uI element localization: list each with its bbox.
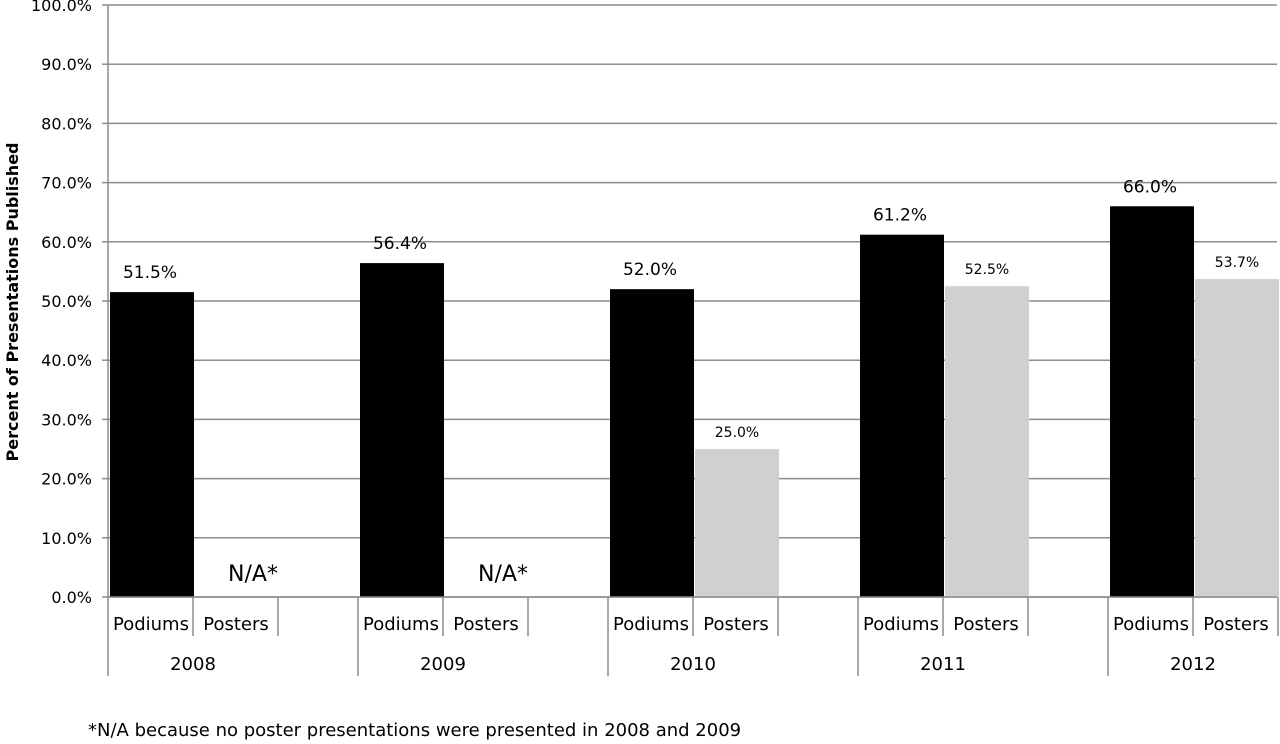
x-tick-label-podiums: Podiums [613, 614, 689, 635]
x-tick-label-posters: Posters [203, 614, 269, 635]
footnote: *N/A because no poster presentations wer… [88, 720, 742, 741]
data-label: 53.7% [1215, 255, 1259, 271]
x-year-label: 2012 [1170, 654, 1216, 675]
x-tick-label-podiums: Podiums [113, 614, 189, 635]
y-tick-label: 90.0% [41, 55, 92, 74]
data-label: 25.0% [715, 425, 759, 441]
data-label: 66.0% [1123, 177, 1177, 197]
x-year-label: 2011 [920, 654, 966, 675]
bar-podiums-2010 [610, 289, 694, 597]
y-tick-label: 0.0% [51, 588, 92, 607]
y-tick-label: 60.0% [41, 233, 92, 252]
x-year-label: 2008 [170, 654, 216, 675]
data-label: 52.0% [623, 260, 677, 280]
x-tick-label-posters: Posters [703, 614, 769, 635]
y-tick-label: 70.0% [41, 174, 92, 193]
bars [110, 206, 1279, 598]
y-tick-label: 40.0% [41, 351, 92, 370]
bar-posters-2010 [695, 449, 779, 597]
na-label: N/A* [478, 562, 528, 587]
x-year-label: 2009 [420, 654, 466, 675]
x-tick-label-podiums: Podiums [1113, 614, 1189, 635]
y-tick-label: 20.0% [41, 470, 92, 489]
y-tick-label: 10.0% [41, 529, 92, 548]
data-label: 56.4% [373, 234, 427, 254]
bar-posters-2012 [1195, 279, 1279, 597]
bar-podiums-2012 [1110, 206, 1194, 597]
x-tick-label-posters: Posters [1203, 614, 1269, 635]
na-label: N/A* [228, 562, 278, 587]
data-label: 61.2% [873, 206, 927, 226]
x-tick-label-posters: Posters [453, 614, 519, 635]
bar-podiums-2011 [860, 234, 944, 598]
axes: 0.0% 10.0% 20.0% 30.0% 40.0% 50.0% 60.0% 70.0% 8… [31, 0, 1279, 676]
bar-podiums-2008 [110, 292, 194, 597]
y-tick-label: 50.0% [41, 292, 92, 311]
bar-posters-2011 [945, 286, 1029, 597]
x-tick-label-posters: Posters [953, 614, 1019, 635]
x-tick-label-podiums: Podiums [363, 614, 439, 635]
y-tick-label: 100.0% [31, 0, 92, 15]
data-label: 51.5% [123, 263, 177, 283]
y-tick-label: 80.0% [41, 114, 92, 133]
y-axis-label: Percent of Presentations Published [3, 143, 22, 462]
bar-podiums-2009 [360, 263, 444, 597]
x-tick-label-podiums: Podiums [863, 614, 939, 635]
x-year-label: 2010 [670, 654, 716, 675]
data-labels: 51.5% 56.4% 52.0% 61.2% 66.0% N/A* N/A* 25.0% 52… [123, 177, 1259, 587]
y-tick-label: 30.0% [41, 410, 92, 429]
data-label: 52.5% [965, 262, 1009, 278]
